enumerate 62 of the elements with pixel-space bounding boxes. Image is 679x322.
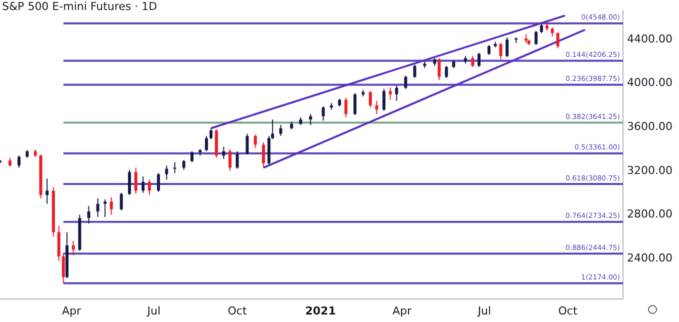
candlestick	[156, 172, 160, 192]
x-tick-label: Oct	[558, 304, 578, 318]
candlestick	[96, 198, 100, 218]
candlestick	[395, 85, 398, 102]
candlestick	[190, 150, 194, 163]
candlestick	[368, 90, 372, 108]
x-tick-label: Oct	[228, 304, 248, 318]
x-tick-label: Apr	[392, 304, 412, 318]
candlestick	[375, 100, 378, 115]
candlestick	[382, 88, 386, 112]
y-tick-label: 4000.00	[627, 76, 672, 90]
x-tick-label: Jul	[146, 304, 161, 318]
candlestick	[353, 92, 356, 116]
y-tick-label: 3600.00	[627, 120, 672, 134]
candlestick	[46, 178, 49, 204]
candlestick	[344, 97, 348, 118]
candlestick	[142, 176, 145, 194]
candlestick	[499, 42, 502, 60]
x-tick-label: Apr	[62, 304, 82, 318]
candlestick	[209, 128, 212, 140]
candlestick	[134, 167, 138, 194]
y-tick-label: 4400.00	[627, 32, 672, 46]
candlestick	[534, 30, 538, 46]
x-tick-label: 2021	[305, 304, 336, 318]
candlestick	[404, 75, 408, 90]
y-tick-label: 2800.00	[627, 208, 672, 221]
candlestick	[72, 240, 75, 256]
candlestick	[438, 58, 441, 81]
candlestick	[388, 87, 392, 100]
y-tick-label: 2400.00	[627, 251, 672, 264]
candlestick	[444, 65, 448, 78]
candlestick	[110, 196, 113, 216]
candlestick	[87, 205, 90, 224]
candlestick	[222, 146, 226, 160]
chart-title: S&P 500 E-mini Futures · 1D	[2, 0, 158, 13]
candlestick	[173, 162, 176, 174]
candlestick	[487, 44, 490, 56]
candlestick	[413, 64, 416, 78]
candlestick	[236, 150, 239, 170]
candlestick	[62, 252, 65, 284]
candlestick	[182, 160, 186, 170]
candlestick	[540, 22, 544, 34]
candlestick	[148, 179, 151, 196]
candlestick	[228, 148, 232, 172]
candlestick	[204, 135, 208, 152]
y-tick-label: 3200.00	[627, 164, 672, 177]
candlestick	[262, 142, 266, 168]
candlestick	[18, 155, 21, 168]
candlestick	[246, 133, 249, 156]
candlestick	[478, 52, 481, 68]
candlestick	[120, 192, 123, 211]
candlestick	[322, 106, 325, 122]
candlestick	[556, 32, 560, 49]
candlestick	[128, 169, 131, 196]
x-tick-label: Jul	[476, 304, 492, 318]
candlestick	[471, 56, 474, 68]
candlestick	[309, 114, 312, 126]
candlestick	[254, 134, 257, 148]
candlestick	[104, 198, 107, 218]
candlestick	[165, 164, 168, 180]
candlestick	[279, 124, 282, 136]
candlestick	[506, 36, 509, 58]
